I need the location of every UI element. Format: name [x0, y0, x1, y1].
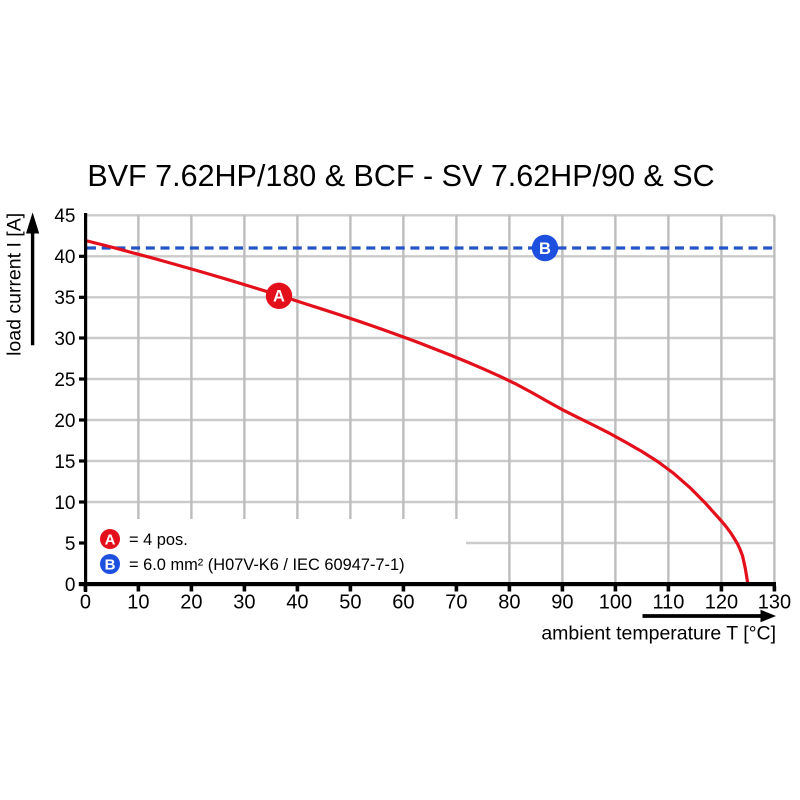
- svg-text:A: A: [273, 288, 285, 306]
- svg-text:10: 10: [54, 493, 75, 514]
- svg-text:130: 130: [758, 592, 791, 614]
- svg-text:B: B: [539, 240, 551, 258]
- svg-text:80: 80: [498, 592, 520, 614]
- svg-text:100: 100: [599, 592, 632, 614]
- svg-text:20: 20: [180, 592, 202, 614]
- svg-text:50: 50: [339, 592, 361, 614]
- svg-text:ambient temperature T [°C]: ambient temperature T [°C]: [541, 622, 776, 644]
- svg-text:40: 40: [54, 247, 75, 268]
- svg-text:60: 60: [392, 592, 414, 614]
- svg-text:120: 120: [705, 592, 738, 614]
- svg-text:15: 15: [54, 452, 75, 473]
- svg-text:20: 20: [54, 411, 75, 432]
- svg-text:5: 5: [65, 534, 76, 555]
- svg-text:30: 30: [54, 329, 75, 350]
- svg-text:B: B: [105, 556, 116, 573]
- svg-text:10: 10: [127, 592, 149, 614]
- svg-text:45: 45: [54, 206, 75, 227]
- svg-text:A: A: [105, 531, 116, 548]
- svg-text:0: 0: [80, 592, 91, 614]
- svg-text:BVF 7.62HP/180 & BCF - SV 7.62: BVF 7.62HP/180 & BCF - SV 7.62HP/90 & SC: [87, 159, 714, 193]
- svg-text:load current I [A]: load current I [A]: [4, 213, 26, 356]
- svg-text:110: 110: [652, 592, 684, 614]
- svg-text:40: 40: [286, 592, 308, 614]
- svg-text:25: 25: [54, 370, 75, 391]
- svg-text:= 6.0 mm² (H07V-K6 / IEC 60947: = 6.0 mm² (H07V-K6 / IEC 60947-7-1): [129, 556, 405, 574]
- svg-text:70: 70: [445, 592, 467, 614]
- svg-text:= 4 pos.: = 4 pos.: [129, 531, 188, 549]
- svg-text:90: 90: [551, 592, 573, 614]
- svg-text:35: 35: [54, 288, 75, 309]
- svg-text:30: 30: [233, 592, 255, 614]
- svg-text:0: 0: [65, 575, 76, 596]
